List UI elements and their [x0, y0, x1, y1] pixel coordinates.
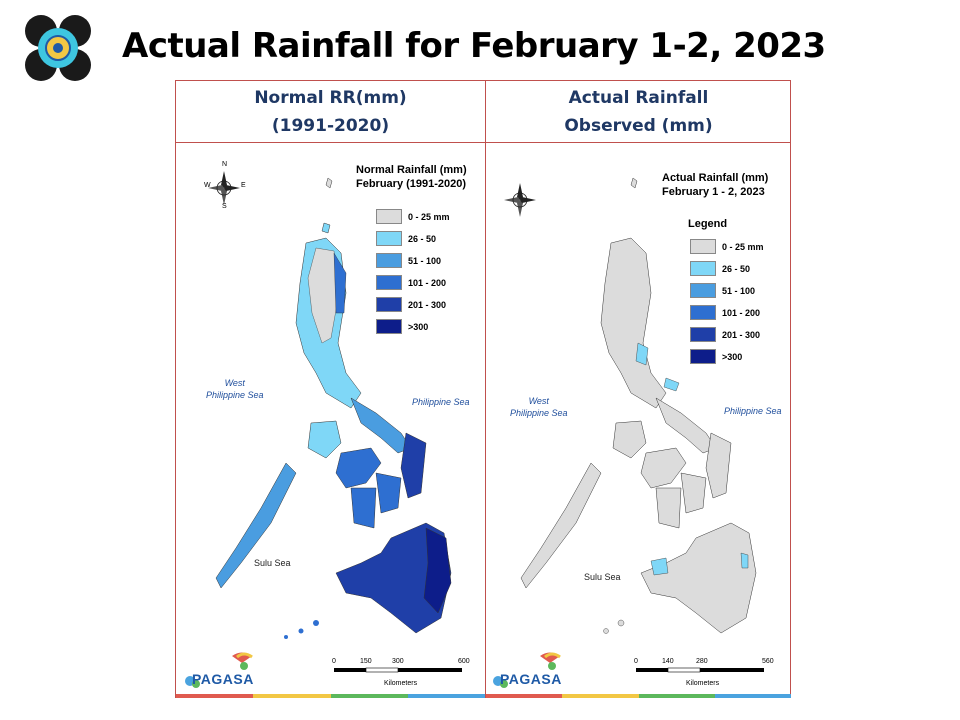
right-legend-heading: Legend [688, 218, 728, 230]
left-map-title: Normal Rainfall (mm) February (1991-2020… [356, 163, 467, 191]
scale-tick-label: 560 [762, 658, 774, 665]
legend-item: 101 - 200 [690, 305, 760, 320]
right-scale-bar [636, 667, 764, 673]
right-header-line1: Actual Rainfall [568, 87, 709, 108]
legend-label: 51 - 100 [408, 255, 442, 266]
compass-n-label: N [222, 161, 228, 168]
legend-label: 201 - 300 [408, 299, 447, 310]
scale-tick-label: 0 [332, 658, 336, 665]
right-map-title-line1: Actual Rainfall (mm) [662, 172, 769, 184]
brand-color-strip [486, 694, 791, 698]
actual-rainfall-map: Actual Rainfall (mm) February 1 - 2, 202… [486, 143, 791, 698]
compass-w-label: W [204, 182, 211, 189]
west-philippine-sea-label: West Philippine Sea [206, 378, 264, 400]
west-philippine-sea-label: West Philippine Sea [510, 396, 568, 418]
strip-red [176, 694, 254, 698]
legend-item: 26 - 50 [376, 231, 436, 246]
sulu-sea-label: Sulu Sea [254, 558, 291, 568]
legend-label: 51 - 100 [722, 285, 756, 296]
comparison-frame: Normal RR(mm) (1991-2020) Actual Rainfal… [175, 80, 791, 698]
legend-swatch [376, 253, 402, 268]
philippine-sea-label: Philippine Sea [724, 406, 782, 416]
compass-s-label: S [222, 203, 227, 210]
legend-label: 26 - 50 [408, 233, 437, 244]
legend-swatch [690, 349, 716, 364]
legend-swatch [376, 231, 402, 246]
legend-swatch [376, 319, 402, 334]
legend-swatch [376, 209, 402, 224]
brand-color-strip [176, 694, 485, 698]
strip-green [638, 694, 715, 698]
legend-label: >300 [408, 321, 429, 332]
normal-rainfall-map: N S W E Normal Rainfall (mm) February (1… [176, 143, 485, 698]
legend-item: 26 - 50 [690, 261, 750, 276]
legend-swatch [376, 297, 402, 312]
left-panel-header: Normal RR(mm) (1991-2020) [176, 81, 485, 142]
pagasa-wordmark: PAGASA [192, 671, 254, 687]
scale-tick-label: 150 [360, 658, 372, 665]
compass-rose-icon [504, 183, 536, 217]
legend-item: 201 - 300 [690, 327, 760, 342]
scale-tick-label: 0 [634, 658, 638, 665]
strip-red [486, 694, 563, 698]
left-map-title-line2: February (1991-2020) [356, 178, 467, 190]
scale-unit-label: Kilometers [686, 680, 720, 687]
pagasa-brand-icon [185, 652, 253, 688]
compass-e-label: E [241, 182, 246, 189]
legend-item: 0 - 25 mm [376, 209, 450, 224]
legend-item: 101 - 200 [376, 275, 446, 290]
scale-tick-label: 140 [662, 658, 674, 665]
left-scale-bar [334, 667, 462, 673]
scale-tick-label: 600 [458, 658, 470, 665]
right-map-title-line2: February 1 - 2, 2023 [662, 186, 765, 198]
legend-item: 201 - 300 [376, 297, 446, 312]
legend-label: 0 - 25 mm [408, 211, 450, 222]
left-map-title-line1: Normal Rainfall (mm) [356, 164, 467, 176]
legend-label: 0 - 25 mm [722, 241, 764, 252]
pagasa-logo-icon [25, 15, 91, 81]
compass-rose-icon [208, 171, 240, 205]
left-header-line2: (1991-2020) [271, 115, 390, 136]
legend-swatch [690, 283, 716, 298]
legend-item: >300 [376, 319, 428, 334]
scale-unit-label: Kilometers [384, 680, 418, 687]
legend-label: >300 [722, 351, 743, 362]
legend-label: 201 - 300 [722, 329, 761, 340]
strip-blue [714, 694, 791, 698]
philippine-sea-label: Philippine Sea [412, 397, 470, 407]
legend-item: 51 - 100 [376, 253, 441, 268]
philippines-actual-map [520, 177, 757, 634]
scale-tick-label: 300 [392, 658, 404, 665]
strip-yellow [562, 694, 639, 698]
slide-title: Actual Rainfall for February 1-2, 2023 [122, 26, 826, 66]
header-divider [176, 142, 790, 143]
panel-divider [485, 81, 486, 698]
philippines-normal-map [215, 177, 452, 639]
sulu-sea-label: Sulu Sea [584, 572, 621, 582]
strip-green [330, 694, 408, 698]
right-map-title: Actual Rainfall (mm) February 1 - 2, 202… [662, 171, 768, 199]
legend-swatch [690, 261, 716, 276]
strip-yellow [253, 694, 331, 698]
legend-item: >300 [690, 349, 742, 364]
legend-swatch [376, 275, 402, 290]
pagasa-wordmark: PAGASA [500, 671, 562, 687]
legend-item: 51 - 100 [690, 283, 755, 298]
legend-item: 0 - 25 mm [690, 239, 764, 254]
legend-label: 101 - 200 [408, 277, 447, 288]
legend-label: 101 - 200 [722, 307, 761, 318]
left-header-line1: Normal RR(mm) [254, 87, 407, 108]
legend-swatch [690, 305, 716, 320]
right-header-line2: Observed (mm) [564, 115, 713, 136]
scale-tick-label: 280 [696, 658, 708, 665]
legend-swatch [690, 239, 716, 254]
right-panel-header: Actual Rainfall Observed (mm) [486, 81, 791, 142]
strip-blue [407, 694, 485, 698]
legend-swatch [690, 327, 716, 342]
legend-label: 26 - 50 [722, 263, 751, 274]
pagasa-brand-icon [493, 652, 561, 688]
